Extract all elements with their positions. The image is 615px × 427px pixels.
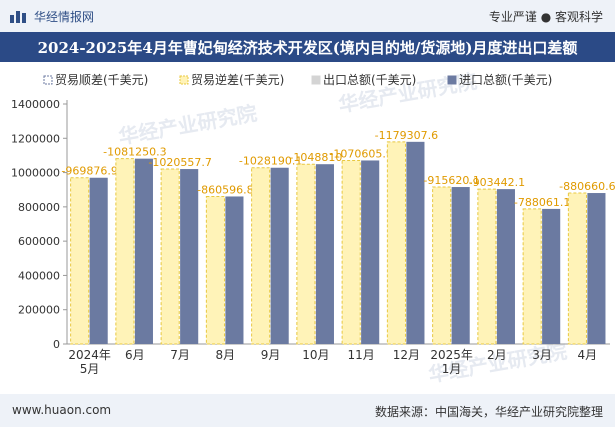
trade-deficit-bar (341, 159, 361, 345)
import-bar (180, 169, 199, 344)
y-tick-label: 800000 (18, 201, 60, 214)
import-bar (496, 189, 515, 344)
x-tick-label: 1月 (442, 362, 462, 376)
title-bar: 2024-2025年4月年曹妃甸经济技术开发区(境内目的地/货源地)月度进出口差… (0, 32, 615, 62)
x-tick-label: 12月 (393, 348, 420, 362)
watermark-text: 华经产业研究院 (117, 101, 259, 149)
legend-swatch (43, 75, 53, 85)
y-tick-label: 1400000 (11, 98, 60, 111)
y-tick-label: 200000 (18, 304, 60, 317)
tagline: 专业严谨 ● 客观科学 (488, 10, 603, 24)
x-tick-label: 2月 (487, 348, 507, 362)
import-bar (225, 196, 244, 344)
trade-deficit-bar (567, 192, 587, 345)
x-tick-label: 8月 (216, 348, 236, 362)
import-bar (134, 158, 153, 344)
x-tick-label: 3月 (532, 348, 552, 362)
legend-swatch (179, 75, 189, 85)
x-tick-label: 5月 (80, 362, 100, 376)
import-bar (451, 187, 470, 344)
trade-deficit-bar (160, 168, 180, 345)
top-bar: 华经情报网 专业严谨 ● 客观科学 (0, 0, 615, 32)
y-tick-label: 600000 (18, 235, 60, 248)
legend-swatch (447, 75, 457, 85)
data-label: -1179307.6 (375, 129, 438, 142)
y-tick-label: 1000000 (11, 167, 60, 180)
x-tick-label: 4月 (578, 348, 598, 362)
data-label: -1020557.7 (148, 156, 211, 169)
trade-deficit-bar (70, 177, 90, 345)
import-bar (315, 164, 334, 344)
x-tick-label: 11月 (347, 348, 374, 362)
trade-deficit-bar (432, 186, 452, 345)
trade-deficit-bar (477, 188, 497, 345)
data-label: -903442.1 (469, 176, 525, 189)
y-tick-label: 1200000 (11, 132, 60, 145)
website-link[interactable]: www.huaon.com (12, 403, 112, 417)
x-tick-label: 9月 (261, 348, 281, 362)
data-label: -1048810 (289, 151, 342, 164)
import-bar (542, 208, 561, 344)
import-bar (361, 160, 380, 344)
y-tick-label: 0 (53, 338, 60, 351)
trade-deficit-bar (296, 163, 316, 345)
data-label: -880660.6 (559, 180, 615, 193)
data-label: -1070605.9 (329, 147, 392, 160)
data-source: 数据来源：中国海关，华经产业研究院整理 (374, 405, 603, 419)
y-tick-label: 400000 (18, 269, 60, 282)
x-tick-label: 6月 (125, 348, 145, 362)
x-tick-label: 7月 (170, 348, 190, 362)
import-bar (587, 193, 606, 344)
import-bar (406, 141, 425, 344)
trade-deficit-bar (386, 141, 406, 345)
x-tick-label: 10月 (302, 348, 329, 362)
legend-label: 出口总额(千美元) (323, 73, 416, 87)
import-bar (270, 167, 289, 344)
data-label: -860596.8 (197, 183, 253, 196)
footer: www.huaon.com 数据来源：中国海关，华经产业研究院整理 (0, 394, 615, 427)
legend-label: 贸易逆差(千美元) (191, 72, 284, 87)
brand-name: 华经情报网 (34, 10, 95, 24)
trade-deficit-bar (205, 195, 225, 345)
import-bar (89, 177, 108, 344)
chart-title: 2024-2025年4月年曹妃甸经济技术开发区(境内目的地/货源地)月度进出口差… (37, 39, 578, 57)
data-label: -788061.1 (514, 196, 570, 209)
legend-label: 进口总额(千美元) (459, 73, 552, 87)
trade-deficit-bar (522, 208, 542, 345)
legend-label: 贸易顺差(千美元) (55, 73, 148, 87)
data-label: -969876.9 (61, 165, 117, 178)
trade-deficit-bar (251, 167, 271, 345)
data-label: -915620.1 (423, 174, 479, 187)
data-label: -1081250.3 (103, 146, 166, 159)
trade-deficit-bar (115, 158, 135, 345)
bar-chart-logo-icon (10, 11, 26, 23)
x-tick-label: 2025年 (430, 348, 473, 362)
legend-swatch (311, 75, 321, 85)
x-tick-label: 2024年 (68, 348, 111, 362)
data-label: -1028190.1 (239, 155, 302, 168)
